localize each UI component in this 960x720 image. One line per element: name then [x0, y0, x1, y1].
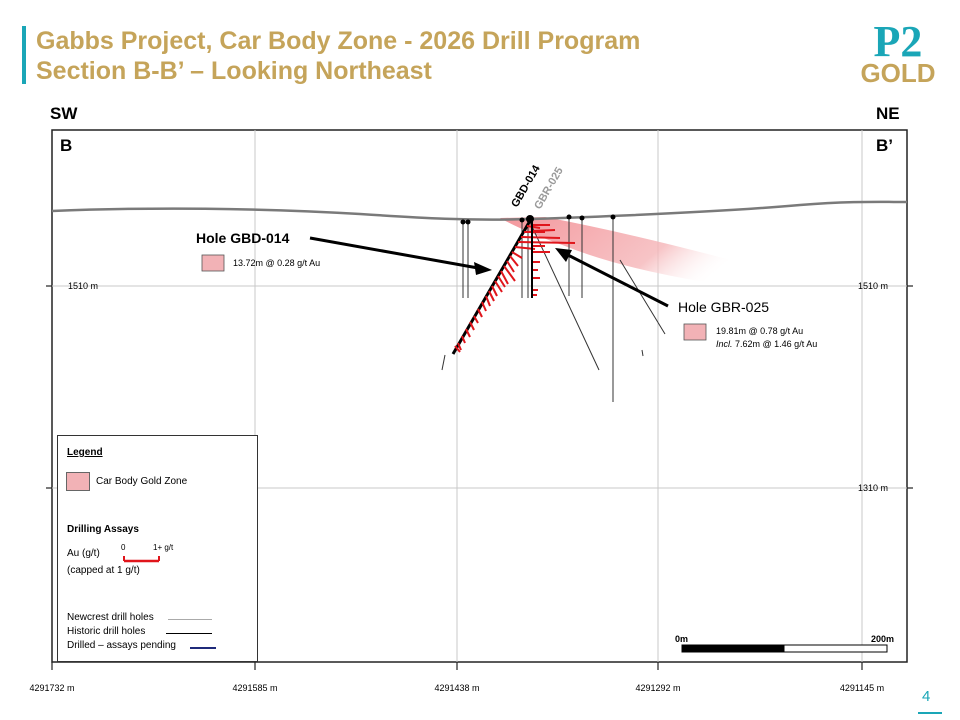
callout-arrow-gbd-014: [309, 236, 492, 275]
callout-gbr-025: Hole GBR-025: [678, 299, 769, 315]
axis-ticks: [46, 285, 913, 670]
section-frame: [51, 129, 908, 663]
scale-bar: [681, 644, 888, 653]
title-line-1: Gabbs Project, Car Body Zone - 2026 Dril…: [36, 27, 641, 55]
legend-capped: (capped at 1 g/t): [67, 565, 140, 576]
legend-zone-swatch: [66, 472, 90, 491]
gbd-014-assays: [457, 225, 576, 351]
assay-swatch-gbr-025: [683, 323, 707, 341]
legend-drilled: Drilled – assays pending: [67, 640, 176, 651]
direction-ne: NE: [876, 104, 900, 123]
legend-drilling-assays: Drilling Assays: [67, 524, 139, 535]
elev-label-1510-left: 1510 m: [68, 281, 98, 291]
legend-scale-min: 0: [121, 543, 126, 552]
legend-historic-line: [166, 633, 212, 634]
scale-start: 0m: [675, 634, 688, 644]
section-label-b: B: [60, 136, 73, 155]
easting-label-4: 4291292 m: [635, 683, 680, 693]
legend-scale-max: 1+ g/t: [153, 543, 174, 552]
topography-surface: [51, 200, 908, 221]
legend-au-label: Au (g/t): [67, 548, 100, 559]
assay-text-gbd-014: 13.72m @ 0.28 g/t Au: [233, 258, 320, 268]
assay-incl-gbr-025: Incl. 7.62m @ 1.46 g/t Au: [716, 339, 817, 349]
page-number-underline: [918, 712, 942, 714]
legend-assay-scale: [123, 556, 160, 563]
easting-label-2: 4291585 m: [232, 683, 277, 693]
section-label-b-prime: B’: [876, 136, 893, 155]
p2-gold-logo: P2 GOLD: [860, 18, 935, 88]
title-accent-bar: [22, 26, 26, 84]
page-number: 4: [922, 688, 931, 705]
elev-label-1310-right: 1310 m: [858, 483, 888, 493]
easting-label-3: 4291438 m: [434, 683, 479, 693]
assay-incl-prefix: Incl.: [716, 339, 733, 349]
car-body-gold-zone: [500, 217, 760, 282]
page-title: Gabbs Project, Car Body Zone - 2026 Dril…: [36, 26, 640, 86]
legend: Legend Car Body Gold Zone Drilling Assay…: [57, 435, 258, 662]
easting-label-5: 4291145 m: [840, 683, 884, 693]
legend-zone-label: Car Body Gold Zone: [96, 476, 188, 487]
easting-label-1: 4291732 m: [29, 683, 74, 693]
callout-arrow-gbr-025: [555, 248, 669, 308]
logo-top-text: P2: [874, 18, 923, 66]
legend-newcrest: Newcrest drill holes: [67, 612, 154, 623]
legend-historic: Historic drill holes: [67, 626, 146, 637]
assay-swatch-gbd-014: [201, 254, 225, 272]
assay-text-gbr-025: 19.81m @ 0.78 g/t Au: [716, 326, 803, 336]
gbr-025-assays: [454, 224, 556, 353]
elev-label-1510-right: 1510 m: [858, 281, 888, 291]
callout-gbd-014: Hole GBD-014: [196, 230, 290, 246]
assay-incl-value: 7.62m @ 1.46 g/t Au: [733, 339, 818, 349]
direction-sw: SW: [50, 104, 78, 123]
scale-end: 200m: [871, 634, 894, 644]
title-line-2: Section B-B’ – Looking Northeast: [36, 57, 432, 85]
legend-title: Legend: [67, 447, 103, 458]
logo-bottom-text: GOLD: [860, 58, 935, 88]
legend-newcrest-line: [168, 619, 212, 620]
legend-drilled-line: [190, 647, 216, 649]
historic-drill-holes: [441, 217, 666, 402]
